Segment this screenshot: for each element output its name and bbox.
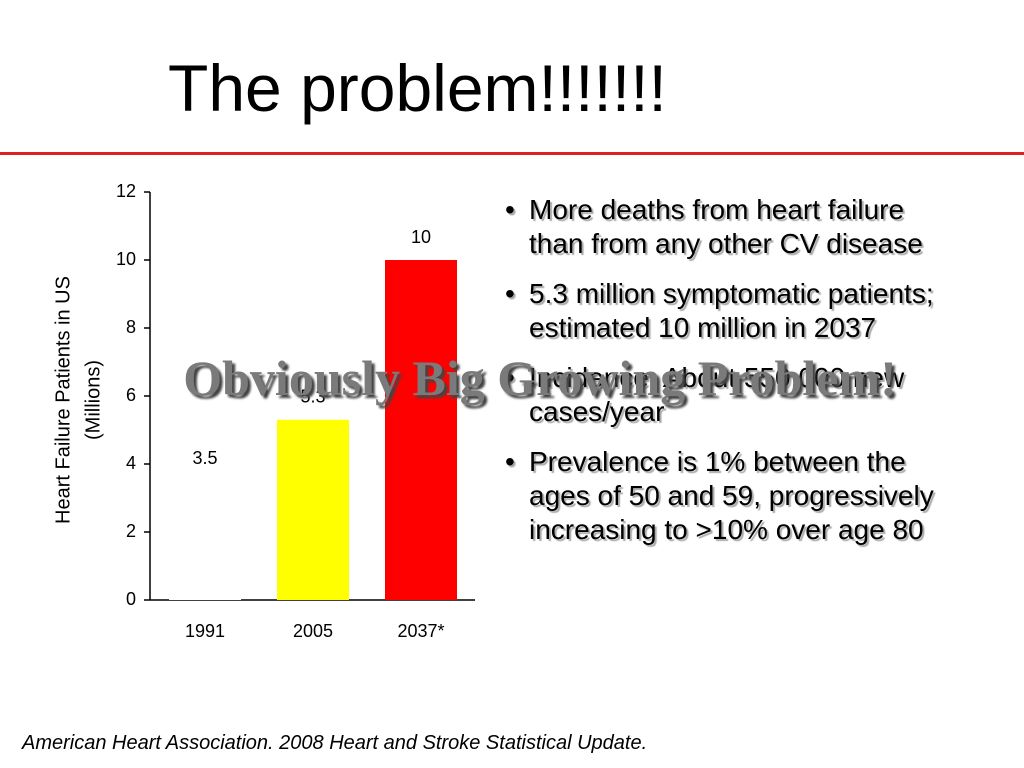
x-tick-label: 2037* bbox=[397, 621, 444, 641]
bullet: Incidence: About 550,000 new cases/year bbox=[505, 361, 950, 429]
overlay-text: Obviously Big Growing Problem! bbox=[183, 350, 897, 406]
y-axis-label: (Millions) bbox=[82, 360, 104, 440]
y-axis-label: Heart Failure Patients in US bbox=[52, 276, 74, 524]
data-label: 10 bbox=[411, 227, 431, 247]
bar bbox=[277, 419, 349, 600]
bullet: Prevalence is 1% between the ages of 50 … bbox=[505, 445, 950, 547]
y-tick-label: 12 bbox=[116, 181, 136, 201]
y-tick-label: 10 bbox=[116, 249, 136, 269]
x-tick-label: 2005 bbox=[293, 621, 333, 641]
bullet-list: More deaths from heart failure than from… bbox=[505, 193, 950, 563]
y-tick-label: 8 bbox=[126, 317, 136, 337]
bar bbox=[385, 260, 457, 600]
bar bbox=[169, 481, 241, 600]
data-label: 3.5 bbox=[192, 448, 217, 468]
y-tick-label: 0 bbox=[126, 589, 136, 609]
y-tick-label: 2 bbox=[126, 521, 136, 541]
slide-title: The problem!!!!!!! bbox=[168, 51, 667, 125]
bullet: 5.3 million symptomatic patients; estima… bbox=[505, 277, 950, 345]
bullet: More deaths from heart failure than from… bbox=[505, 193, 950, 261]
x-tick-label: 1991 bbox=[185, 621, 225, 641]
title-rule bbox=[0, 152, 1024, 155]
data-label: 5.3 bbox=[300, 387, 325, 407]
footnote: American Heart Association. 2008 Heart a… bbox=[22, 732, 648, 754]
y-tick-label: 4 bbox=[126, 453, 136, 473]
y-tick-label: 6 bbox=[126, 385, 136, 405]
